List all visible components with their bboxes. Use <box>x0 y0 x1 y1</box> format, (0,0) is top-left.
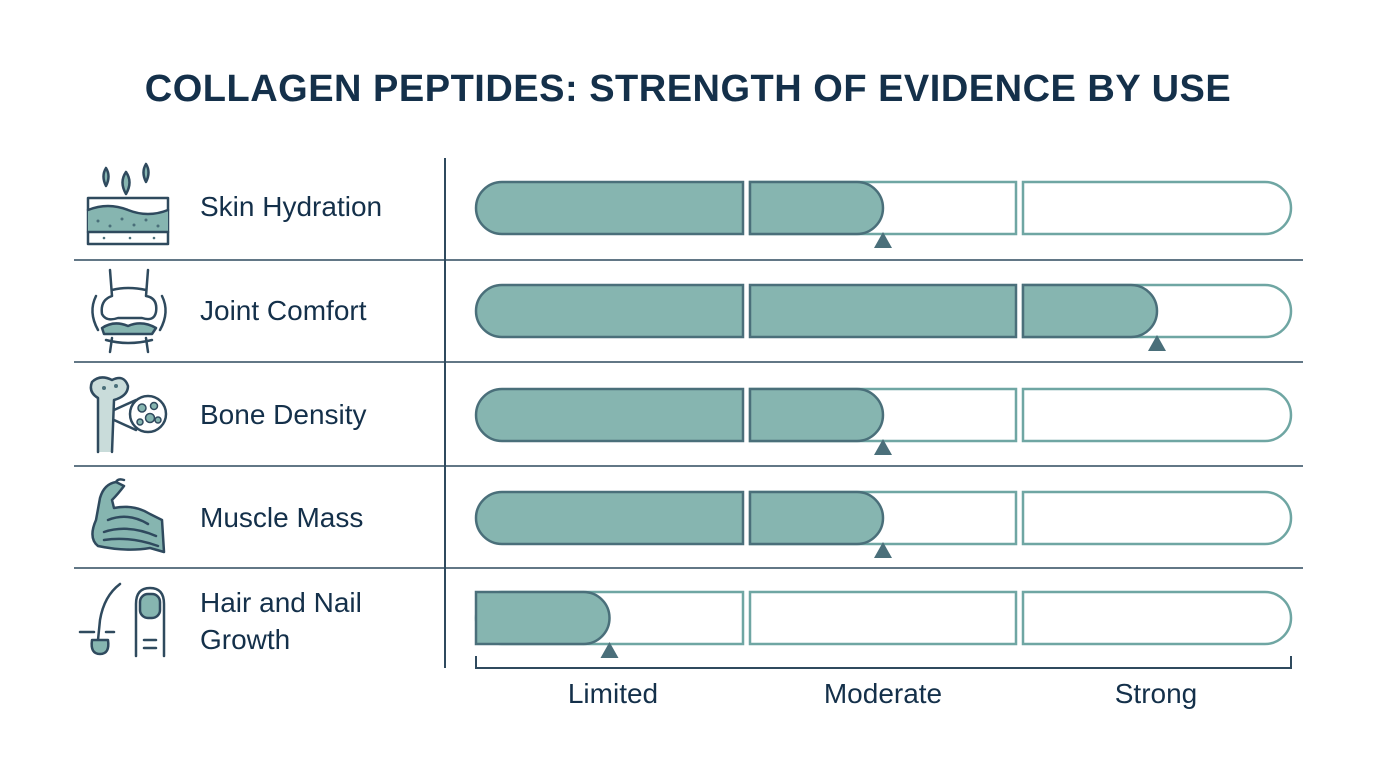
chart-title: COLLAGEN PEPTIDES: STRENGTH OF EVIDENCE … <box>144 68 1232 110</box>
category-label-strong: Strong <box>1114 678 1198 709</box>
bar-segment-fill-hair-and-nail-growth-1 <box>474 590 611 646</box>
value-marker-hair-and-nail-growth <box>600 642 619 658</box>
flexed-arm-muscle-icon <box>91 478 166 554</box>
bar-segment-empty-skin-hydration-3 <box>1021 180 1293 236</box>
bar-row-skin-hydration <box>474 180 1293 248</box>
value-marker-bone-density <box>874 439 892 455</box>
bars-layer <box>474 180 1293 658</box>
bar-segment-joint-comfort-2 <box>748 283 1018 339</box>
row-label-skin-hydration: Skin Hydration <box>200 191 383 222</box>
grid-lines <box>74 158 1303 668</box>
bar-row-joint-comfort <box>474 283 1293 351</box>
bone-magnified-icon <box>89 376 168 454</box>
knee-joint-icon <box>91 268 167 354</box>
bar-segment-fill-bone-density-2 <box>748 387 885 443</box>
bar-segment-fill-skin-hydration-2 <box>748 180 885 236</box>
value-marker-joint-comfort <box>1148 335 1166 351</box>
category-label-limited: Limited <box>567 678 659 709</box>
bar-segment-empty-hair-and-nail-growth-3 <box>1021 590 1293 646</box>
category-axis <box>475 656 1292 669</box>
row-label-hair-and-nail-growth: Hair and Nail Growth <box>200 587 362 655</box>
row-label-joint-comfort: Joint Comfort <box>200 295 367 326</box>
hair-follicle-and-nail-icon <box>78 582 166 658</box>
skin-layers-water-drops-icon <box>86 162 170 246</box>
bar-segment-empty-muscle-mass-3 <box>1021 490 1293 546</box>
bar-row-hair-and-nail-growth <box>474 590 1293 658</box>
bar-segment-bone-density-1 <box>474 387 745 443</box>
category-label-moderate: Moderate <box>823 678 943 709</box>
row-label-bone-density: Bone Density <box>200 399 367 430</box>
bar-segment-skin-hydration-1 <box>474 180 745 236</box>
bar-segment-joint-comfort-1 <box>474 283 745 339</box>
bar-row-muscle-mass <box>474 490 1293 558</box>
bar-segment-fill-joint-comfort-3 <box>1021 283 1159 339</box>
bar-segment-empty-bone-density-3 <box>1021 387 1293 443</box>
bar-segment-empty-hair-and-nail-growth-2 <box>748 590 1018 646</box>
bar-row-bone-density <box>474 387 1293 455</box>
value-marker-skin-hydration <box>874 232 892 248</box>
axis-bracket <box>475 656 1292 669</box>
value-marker-muscle-mass <box>874 542 892 558</box>
bar-segment-fill-muscle-mass-2 <box>748 490 885 546</box>
row-label-muscle-mass: Muscle Mass <box>200 502 364 533</box>
bar-segment-muscle-mass-1 <box>474 490 745 546</box>
